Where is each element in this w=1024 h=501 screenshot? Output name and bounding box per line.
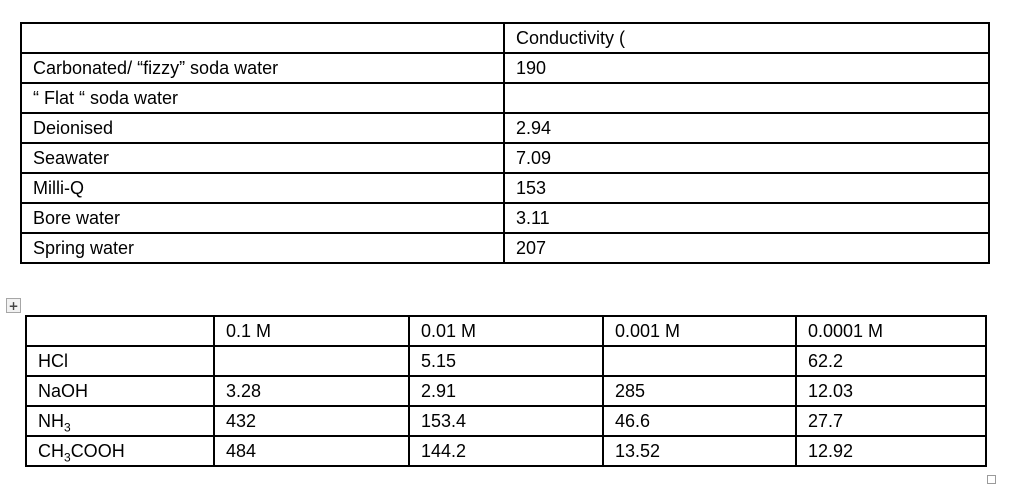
table-row: “ Flat “ soda water <box>20 82 990 114</box>
value-cell[interactable]: 2.91 <box>408 375 604 407</box>
header-cell-0-01M[interactable]: 0.01 M <box>408 315 604 347</box>
formula-text: NaOH <box>38 380 89 401</box>
value-cell[interactable]: 12.92 <box>795 435 987 467</box>
table-row: Conductivity ( <box>20 22 990 54</box>
value-cell[interactable]: 27.7 <box>795 405 987 437</box>
sample-label-cell[interactable]: Seawater <box>20 142 505 174</box>
table-move-handle[interactable]: + <box>6 298 21 313</box>
formula-text: CH <box>38 440 64 461</box>
table-row: Milli-Q 153 <box>20 172 990 204</box>
conductivity-value-cell[interactable]: 207 <box>503 232 990 264</box>
conductivity-value-cell[interactable]: 7.09 <box>503 142 990 174</box>
value-cell[interactable]: 153.4 <box>408 405 604 437</box>
table-row: Seawater 7.09 <box>20 142 990 174</box>
value-cell[interactable]: 144.2 <box>408 435 604 467</box>
solution-label-cell[interactable]: NH3 <box>25 405 215 437</box>
table-resize-handle[interactable] <box>987 475 996 484</box>
value-cell[interactable]: 5.15 <box>408 345 604 377</box>
value-cell[interactable]: 12.03 <box>795 375 987 407</box>
formula-text: COOH <box>70 440 125 461</box>
table-row: Deionised 2.94 <box>20 112 990 144</box>
conductivity-value-cell[interactable]: 153 <box>503 172 990 204</box>
value-cell[interactable]: 46.6 <box>602 405 797 437</box>
table-row: NH3 432 153.4 46.6 27.7 <box>25 405 987 437</box>
conductivity-value-cell[interactable] <box>503 82 990 114</box>
table-row: CH3COOH 484 144.2 13.52 12.92 <box>25 435 987 467</box>
header-cell-solution[interactable] <box>25 315 215 347</box>
sample-label-cell[interactable]: Bore water <box>20 202 505 234</box>
table-row: 0.1 M 0.01 M 0.001 M 0.0001 M <box>25 315 987 347</box>
sample-label-cell[interactable]: Deionised <box>20 112 505 144</box>
solution-label-cell[interactable]: NaOH <box>25 375 215 407</box>
conductivity-value-cell[interactable]: 190 <box>503 52 990 84</box>
table-row: Carbonated/ “fizzy” soda water 190 <box>20 52 990 84</box>
value-cell[interactable]: 285 <box>602 375 797 407</box>
sample-label-cell[interactable]: Carbonated/ “fizzy” soda water <box>20 52 505 84</box>
value-cell[interactable]: 3.28 <box>213 375 410 407</box>
conductivity-value-cell[interactable]: 3.11 <box>503 202 990 234</box>
sample-label-cell[interactable]: Spring water <box>20 232 505 264</box>
formula-subscript: 3 <box>64 450 71 465</box>
water-conductivity-table: Conductivity ( Carbonated/ “fizzy” soda … <box>20 22 990 264</box>
sample-label-cell[interactable]: “ Flat “ soda water <box>20 82 505 114</box>
value-cell[interactable]: 13.52 <box>602 435 797 467</box>
header-cell-conductivity[interactable]: Conductivity ( <box>503 22 990 54</box>
sample-label-cell[interactable]: Milli-Q <box>20 172 505 204</box>
value-cell[interactable] <box>602 345 797 377</box>
header-cell-0-1M[interactable]: 0.1 M <box>213 315 410 347</box>
header-cell-0-001M[interactable]: 0.001 M <box>602 315 797 347</box>
table-row: HCl 5.15 62.2 <box>25 345 987 377</box>
header-cell-0-0001M[interactable]: 0.0001 M <box>795 315 987 347</box>
formula-text: NH <box>38 410 64 431</box>
solution-label-cell[interactable]: CH3COOH <box>25 435 215 467</box>
header-cell-sample[interactable] <box>20 22 505 54</box>
value-cell[interactable]: 484 <box>213 435 410 467</box>
value-cell[interactable]: 432 <box>213 405 410 437</box>
value-cell[interactable] <box>213 345 410 377</box>
value-cell[interactable]: 62.2 <box>795 345 987 377</box>
solution-conductivity-table: 0.1 M 0.01 M 0.001 M 0.0001 M HCl 5.15 6… <box>25 315 987 467</box>
conductivity-value-cell[interactable]: 2.94 <box>503 112 990 144</box>
solution-label-cell[interactable]: HCl <box>25 345 215 377</box>
table-row: NaOH 3.28 2.91 285 12.03 <box>25 375 987 407</box>
table-row: Bore water 3.11 <box>20 202 990 234</box>
formula-subscript: 3 <box>64 420 71 435</box>
table-row: Spring water 207 <box>20 232 990 264</box>
move-icon: + <box>8 298 19 313</box>
formula-text: HCl <box>38 350 68 371</box>
